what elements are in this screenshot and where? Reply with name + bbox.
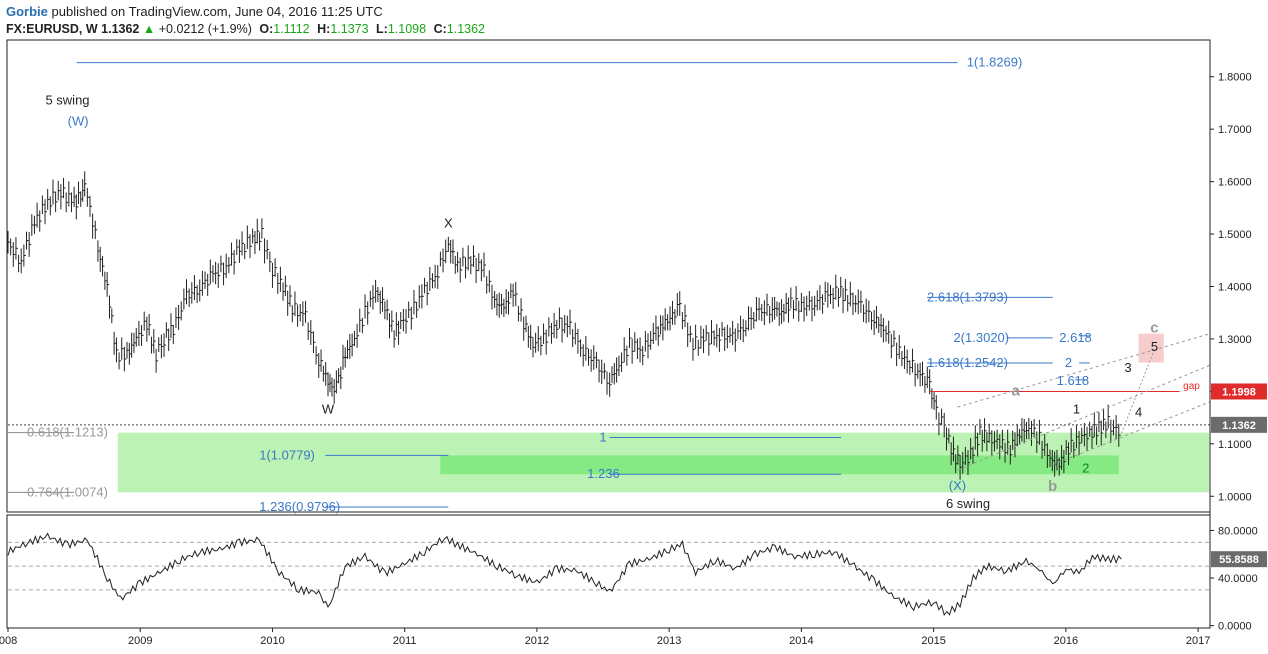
channel-line-lower bbox=[1052, 401, 1211, 466]
osc-y-tick-label: 0.0000 bbox=[1218, 621, 1252, 633]
channel-line-upper bbox=[957, 333, 1211, 408]
y-tick-label: 1.3000 bbox=[1218, 334, 1252, 346]
annotation-17: 1.618(1.2542) bbox=[927, 355, 1008, 370]
y-tick-label: 1.8000 bbox=[1218, 72, 1252, 84]
annotation-0: 5 swing bbox=[45, 92, 89, 107]
annotation-9: 1 bbox=[1073, 402, 1080, 417]
annotation-14: 1(1.8269) bbox=[967, 55, 1023, 70]
projection-line bbox=[1120, 349, 1155, 434]
x-tick-label: 2014 bbox=[789, 635, 813, 647]
x-tick-label: 2017 bbox=[1186, 635, 1210, 647]
osc-y-tick-label: 40.0000 bbox=[1218, 573, 1258, 585]
annotation-4: (X) bbox=[949, 478, 966, 493]
annotation-6: a bbox=[1011, 382, 1020, 399]
close-label: C: bbox=[433, 22, 447, 36]
y-tick-label: 1.1000 bbox=[1218, 439, 1252, 451]
oscillator-line bbox=[7, 532, 1122, 616]
x-tick-label: 2013 bbox=[657, 635, 681, 647]
annotation-8: c bbox=[1150, 319, 1158, 336]
author-link[interactable]: Gorbie bbox=[6, 4, 48, 19]
annotation-24: 1(1.0779) bbox=[259, 447, 315, 462]
annotation-16: 2(1.3020) bbox=[953, 330, 1009, 345]
ohlc-line: FX:EURUSD, W 1.1362 ▲ +0.0212 (+1.9%) O:… bbox=[6, 22, 485, 36]
oscillator-badge-bg bbox=[1211, 551, 1267, 568]
red-level-badge: 1.1998 bbox=[1222, 386, 1256, 398]
publish-info: published on TradingView.com, June 04, 2… bbox=[51, 4, 383, 19]
publish-line: Gorbie published on TradingView.com, Jun… bbox=[6, 4, 383, 19]
last-price: 1.1362 bbox=[101, 22, 140, 36]
y-tick-label: 1.7000 bbox=[1218, 124, 1252, 136]
annotation-23: 0.764(1.0074) bbox=[27, 484, 108, 499]
low-label: L: bbox=[376, 22, 388, 36]
x-tick-label: 2015 bbox=[921, 635, 945, 647]
annotation-18: 2.618 bbox=[1059, 330, 1092, 345]
annotation-2: X bbox=[444, 216, 453, 231]
low-value: 1.1098 bbox=[387, 22, 427, 36]
inner-green-zone bbox=[440, 455, 1119, 475]
annotation-11: 3 bbox=[1124, 360, 1131, 375]
open-label: O: bbox=[259, 22, 274, 36]
high-value: 1.1373 bbox=[330, 22, 369, 36]
y-tick-label: 1.6000 bbox=[1218, 177, 1252, 189]
last-price-badge: 1.1362 bbox=[1222, 420, 1256, 432]
y-tick-label: 1.4000 bbox=[1218, 281, 1252, 293]
y-tick-label: 1.0000 bbox=[1218, 491, 1252, 503]
annotation-7: b bbox=[1048, 478, 1057, 495]
annotation-1: (W) bbox=[68, 113, 89, 128]
x-tick-label: 2009 bbox=[128, 635, 152, 647]
annotation-15: 2.618(1.3793) bbox=[927, 289, 1008, 304]
osc-y-tick-label: 80.0000 bbox=[1218, 525, 1258, 537]
x-tick-label: 2011 bbox=[393, 635, 417, 647]
x-tick-label: 2016 bbox=[1054, 635, 1078, 647]
annotation-19: 2 bbox=[1065, 355, 1072, 370]
annotation-3: W bbox=[322, 402, 335, 417]
up-arrow-icon: ▲ bbox=[142, 22, 156, 36]
annotation-22: 0.618(1.1213) bbox=[27, 425, 108, 440]
annotation-13: 5 bbox=[1151, 339, 1158, 354]
annotation-20: 1.618 bbox=[1057, 373, 1090, 388]
x-tick-label: 008 bbox=[0, 635, 17, 647]
price-bars bbox=[7, 171, 1121, 480]
oscillator-pane-frame bbox=[6, 514, 1211, 629]
annotation-21: gap bbox=[1183, 381, 1200, 392]
x-tick-label: 2010 bbox=[260, 635, 284, 647]
annotation-25: 1.236(0.9796) bbox=[259, 499, 340, 514]
annotation-5: 6 swing bbox=[946, 496, 990, 511]
y-tick-label: 1.5000 bbox=[1218, 229, 1252, 241]
chart-header: Gorbie published on TradingView.com, Jun… bbox=[0, 0, 1268, 40]
price-change: +0.0212 (+1.9%) bbox=[158, 22, 252, 36]
open-value: 1.1112 bbox=[273, 22, 310, 36]
close-value: 1.1362 bbox=[446, 22, 485, 36]
last-price-badge-bg bbox=[1211, 416, 1267, 433]
annotation-10: 2 bbox=[1082, 460, 1089, 475]
high-label: H: bbox=[317, 22, 331, 36]
annotation-26: 1 bbox=[599, 430, 606, 445]
annotation-27: 1.236 bbox=[587, 466, 620, 481]
x-tick-label: 2012 bbox=[525, 635, 549, 647]
oscillator-badge: 55.8588 bbox=[1219, 554, 1259, 566]
red-level-badge-bg bbox=[1211, 383, 1267, 400]
symbol-label[interactable]: FX:EURUSD, W bbox=[6, 22, 98, 36]
annotation-12: 4 bbox=[1135, 404, 1142, 419]
